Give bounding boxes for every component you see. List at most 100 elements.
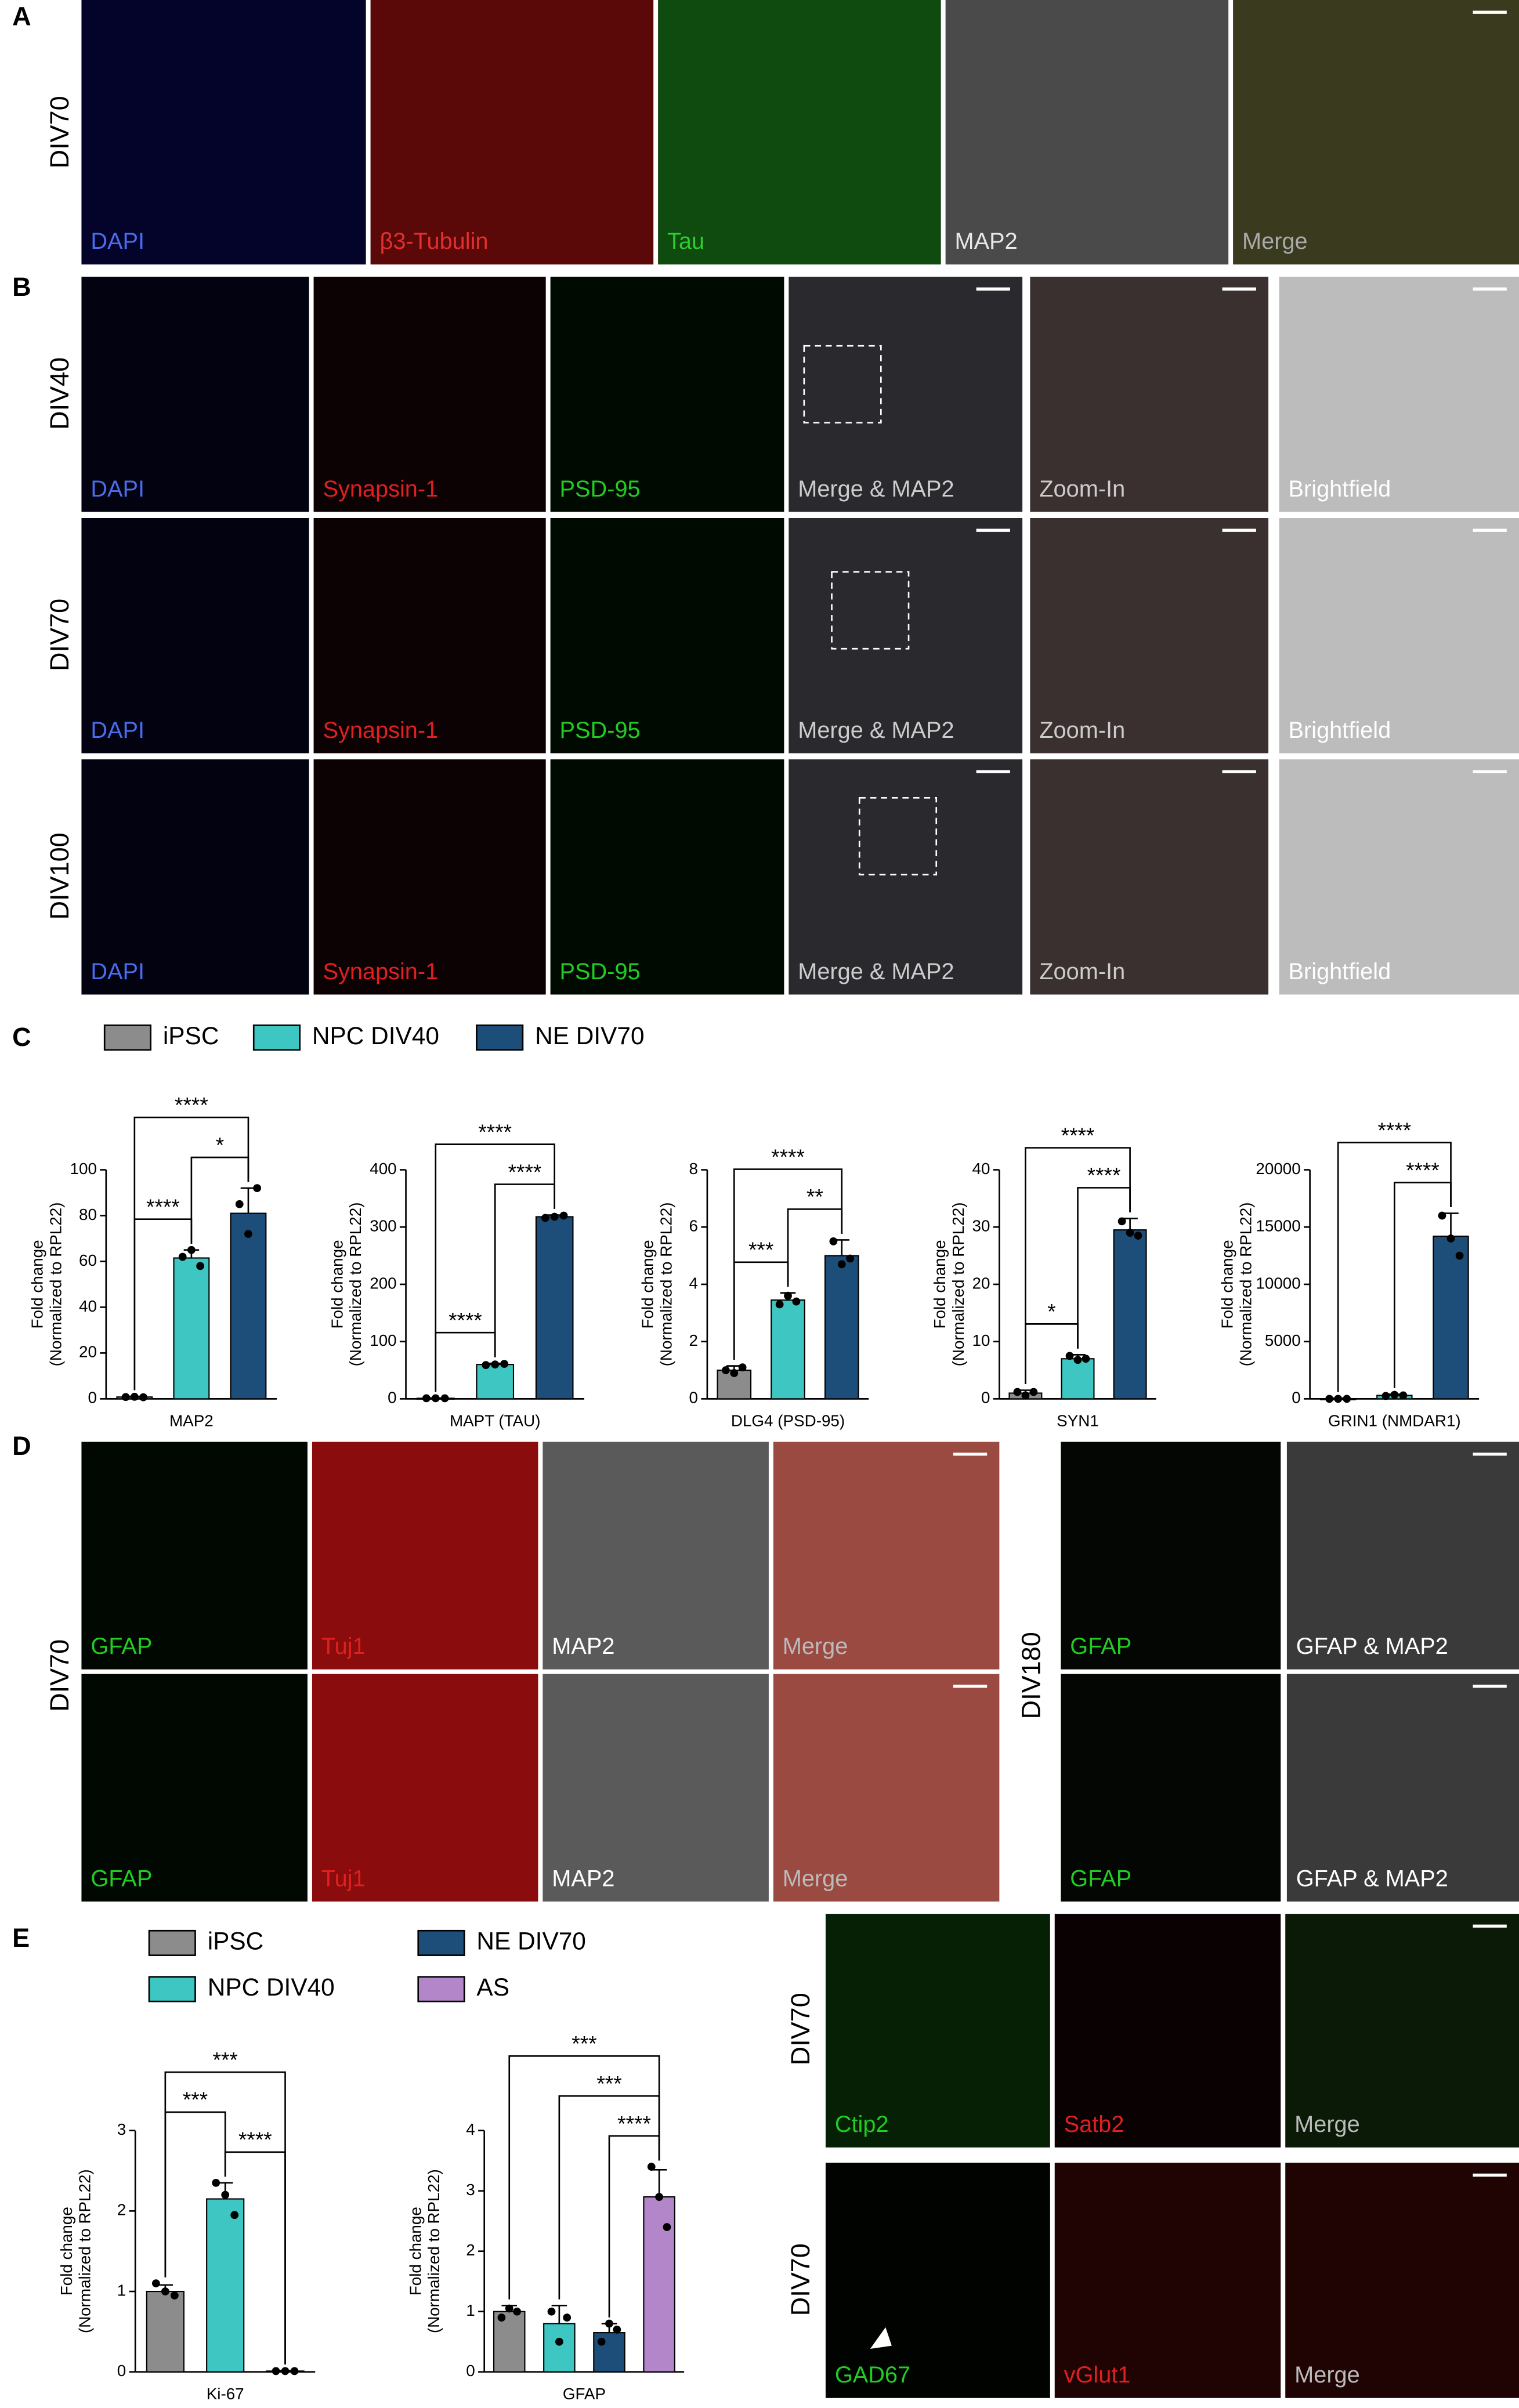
legend-swatch: [417, 1929, 465, 1956]
data-point: [597, 2337, 606, 2346]
image-label: GFAP & MAP2: [1296, 1634, 1448, 1659]
micrograph: [370, 0, 654, 265]
image-label: Merge & MAP2: [798, 959, 954, 984]
data-point: [1073, 1356, 1082, 1364]
y-tick-label: 40: [79, 1297, 97, 1315]
row-label: DIV70: [45, 1639, 74, 1712]
significance-label: ****: [1378, 1118, 1412, 1142]
data-point: [563, 2313, 572, 2322]
data-point: [431, 1394, 440, 1403]
image-label: Merge: [783, 1634, 848, 1659]
data-point: [1117, 1217, 1126, 1226]
error-bar: [240, 1187, 256, 1214]
arrowhead: [870, 2327, 892, 2349]
x-axis-label: SYN1: [1057, 1411, 1099, 1429]
significance-label: ****: [1087, 1163, 1121, 1187]
data-point: [290, 2367, 299, 2376]
micrograph: [550, 759, 784, 995]
image-label: DAPI: [91, 718, 144, 743]
x-axis-label: GRIN1 (NMDAR1): [1328, 1411, 1461, 1429]
y-tick-label: 1: [117, 2281, 126, 2299]
data-point: [244, 1230, 252, 1238]
data-point: [550, 1212, 559, 1221]
significance-label: ***: [572, 2032, 596, 2056]
data-point: [1021, 1391, 1030, 1400]
bar: [1061, 1358, 1095, 1400]
image-label: Tuj1: [321, 1634, 366, 1659]
legend-label: iPSC: [163, 1022, 219, 1049]
micrograph: [1279, 759, 1519, 995]
y-tick-label: 3: [466, 2181, 475, 2199]
data-point: [482, 1361, 490, 1370]
bar: [771, 1299, 805, 1400]
x-axis-label: GFAP: [563, 2385, 606, 2403]
data-point: [1399, 1391, 1408, 1400]
data-point: [178, 1252, 187, 1261]
image-label: Merge: [1294, 2112, 1360, 2137]
data-point: [1082, 1355, 1090, 1363]
zoom-box: [831, 571, 910, 650]
row-label: DIV70: [45, 599, 74, 671]
image-label: PSD-95: [560, 959, 641, 984]
bar: [535, 1216, 574, 1400]
panel-label: E: [12, 1923, 30, 1953]
legend-label: NE DIV70: [476, 1928, 585, 1955]
data-point: [121, 1393, 130, 1402]
significance-label: ****: [508, 1160, 542, 1184]
data-point: [422, 1394, 431, 1403]
legend-swatch: [252, 1024, 301, 1051]
micrograph: [542, 1674, 769, 1902]
row-label: DIV70: [786, 1993, 815, 2065]
legend-swatch: [148, 1976, 196, 2003]
y-tick-label: 20: [79, 1343, 97, 1361]
image-label: GFAP: [1070, 1866, 1131, 1891]
significance-bracket: [508, 2055, 660, 2300]
data-point: [272, 2367, 280, 2376]
data-point: [655, 2193, 663, 2201]
micrograph: [313, 759, 546, 995]
y-tick-label: 100: [370, 1331, 396, 1349]
micrograph: [773, 1442, 1000, 1670]
y-axis-label: Fold change: [57, 2207, 75, 2295]
image-label: Merge: [783, 1866, 848, 1891]
data-point: [784, 1291, 792, 1300]
significance-label: *: [216, 1132, 224, 1157]
zoom-box: [858, 796, 938, 876]
legend-swatch: [476, 1024, 524, 1051]
data-point: [170, 2291, 179, 2300]
data-point: [1438, 1211, 1446, 1220]
bar: [173, 1257, 210, 1400]
data-point: [505, 2304, 513, 2313]
image-label: DAPI: [91, 959, 144, 984]
bar: [206, 2198, 245, 2373]
zoom-box: [803, 345, 882, 424]
significance-bracket: [133, 1116, 249, 1391]
data-point: [151, 2279, 160, 2288]
significance-label: ***: [213, 2047, 238, 2072]
y-tick-label: 6: [689, 1217, 698, 1235]
image-label: PSD-95: [560, 718, 641, 743]
image-label: MAP2: [552, 1634, 614, 1659]
legend-label: iPSC: [208, 1928, 264, 1955]
y-tick-label: 10: [972, 1331, 990, 1349]
image-label: Merge: [1294, 2362, 1360, 2388]
y-axis-label: (Normalized to RPL22): [46, 1203, 64, 1367]
y-axis-label: (Normalized to RPL22): [425, 2169, 443, 2333]
micrograph: [1030, 276, 1269, 512]
data-point: [281, 2367, 290, 2376]
y-tick-label: 80: [79, 1205, 97, 1223]
significance-bracket: [164, 2071, 286, 2365]
bar: [1433, 1235, 1469, 1400]
micrograph: [81, 759, 309, 995]
micrograph: [550, 276, 784, 512]
y-tick-label: 60: [79, 1251, 97, 1269]
data-point: [491, 1360, 500, 1369]
significance-label: ****: [478, 1120, 512, 1144]
micrograph: [1286, 1674, 1519, 1902]
data-point: [846, 1254, 855, 1263]
data-point: [829, 1237, 838, 1245]
image-label: GFAP & MAP2: [1296, 1866, 1448, 1891]
data-point: [212, 2178, 220, 2187]
